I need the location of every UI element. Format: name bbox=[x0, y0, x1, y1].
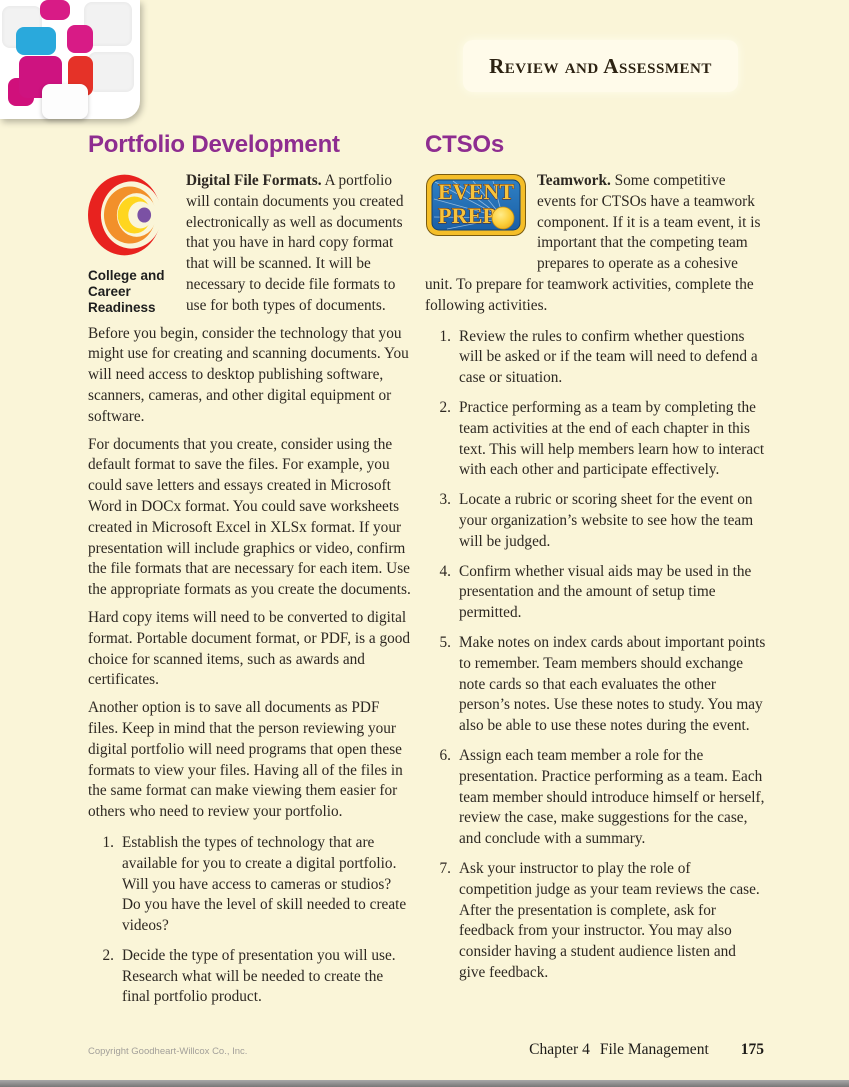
paragraph: For documents that you create, consider … bbox=[88, 435, 411, 599]
list-number: 6. bbox=[439, 746, 451, 764]
list-item: 3. Locate a rubric or scoring sheet for t… bbox=[425, 490, 766, 552]
list-item: 7. Ask your instructor to play the role o… bbox=[425, 859, 766, 984]
list-text: Confirm whether visual aids may be used … bbox=[459, 562, 752, 622]
list-text: Establish the types of technology that a… bbox=[122, 833, 407, 935]
tile-cyan bbox=[16, 27, 56, 55]
review-assessment-banner: Review and Assessment bbox=[463, 40, 738, 92]
college-career-readiness-icon bbox=[88, 174, 162, 256]
list-number: 1. bbox=[102, 833, 114, 851]
list-text: Ask your instructor to play the role of … bbox=[459, 859, 760, 981]
list-item: 1. Establish the types of technology that… bbox=[88, 833, 411, 937]
chapter-label: Chapter 4 bbox=[529, 1041, 590, 1058]
list-number: 3. bbox=[439, 491, 451, 509]
list-text: Decide the type of presentation you will… bbox=[122, 946, 396, 1006]
svg-text:EVENT: EVENT bbox=[438, 179, 514, 204]
event-prep-icon: EVENT PREP bbox=[426, 174, 526, 236]
list-number: 5. bbox=[439, 633, 451, 651]
tiles-decoration-image bbox=[0, 0, 140, 119]
portfolio-development-section: Portfolio Development College and Career… bbox=[88, 133, 411, 1017]
page-columns: Portfolio Development College and Career… bbox=[88, 133, 766, 1017]
list-number: 2. bbox=[102, 946, 114, 964]
ctsos-section: CTSOs bbox=[425, 133, 766, 1017]
list-number: 4. bbox=[439, 562, 451, 580]
portfolio-development-heading: Portfolio Development bbox=[88, 131, 340, 158]
list-text: Assign each team member a role for the p… bbox=[459, 746, 765, 848]
tile-ghost bbox=[88, 52, 134, 92]
footer-chapter: Chapter 4 File Management 175 bbox=[529, 1041, 764, 1059]
list-text: Locate a rubric or scoring sheet for the… bbox=[459, 491, 754, 550]
lead-run-in: Teamwork. bbox=[537, 172, 611, 189]
paragraph-lead: Teamwork. Some competitive events for CT… bbox=[425, 171, 766, 317]
list-number: 2. bbox=[439, 398, 451, 416]
banner-title: Review and Assessment bbox=[489, 53, 712, 78]
lead-run-in: Digital File Formats. bbox=[186, 172, 322, 189]
list-item: 2. Practice performing as a team by compl… bbox=[425, 398, 766, 481]
lead-text: Some competitive events for CTSOs have a… bbox=[425, 172, 761, 314]
copyright-text: Copyright Goodheart-Willcox Co., Inc. bbox=[88, 1046, 248, 1057]
paragraph: Another option is to save all documents … bbox=[88, 699, 403, 821]
page-number: 175 bbox=[740, 1041, 764, 1058]
ctsos-heading: CTSOs bbox=[425, 131, 505, 158]
list-item: 5. Make notes on index cards about import… bbox=[425, 633, 766, 737]
chapter-title: File Management bbox=[599, 1041, 709, 1058]
list-number: 7. bbox=[439, 859, 451, 877]
college-career-readiness-caption: College and Career Readiness bbox=[88, 268, 165, 316]
svg-text:PREP: PREP bbox=[438, 203, 496, 228]
list-item: 2. Decide the type of presentation you wi… bbox=[88, 946, 411, 1008]
tile-magenta bbox=[67, 25, 93, 53]
college-career-readiness-block: College and Career Readiness bbox=[88, 173, 180, 317]
event-prep-badge: EVENT PREP bbox=[425, 173, 527, 242]
list-item: 4. Confirm whether visual aids may be use… bbox=[425, 562, 766, 624]
portfolio-activity-list: 1. Establish the types of technology that… bbox=[88, 833, 411, 1008]
paragraph-lead: Digital File Formats. A portfolio will c… bbox=[88, 171, 411, 317]
paragraph: Before you begin, consider the technolog… bbox=[88, 324, 409, 425]
list-number: 1. bbox=[439, 327, 451, 345]
paragraph: Hard copy items will need to be converte… bbox=[88, 608, 411, 689]
tile-white bbox=[42, 84, 88, 119]
list-text: Practice performing as a team by complet… bbox=[459, 398, 765, 479]
tile-magenta bbox=[40, 0, 70, 20]
list-item: 1. Review the rules to confirm whether qu… bbox=[425, 327, 766, 389]
list-text: Make notes on index cards about importan… bbox=[459, 633, 766, 735]
lead-text: A portfolio will contain documents you c… bbox=[186, 172, 404, 314]
list-text: Review the rules to confirm whether ques… bbox=[459, 327, 758, 387]
teamwork-activity-list: 1. Review the rules to confirm whether qu… bbox=[425, 327, 766, 984]
list-item: 6. Assign each team member a role for the… bbox=[425, 746, 766, 850]
page-bottom-edge bbox=[0, 1080, 849, 1087]
